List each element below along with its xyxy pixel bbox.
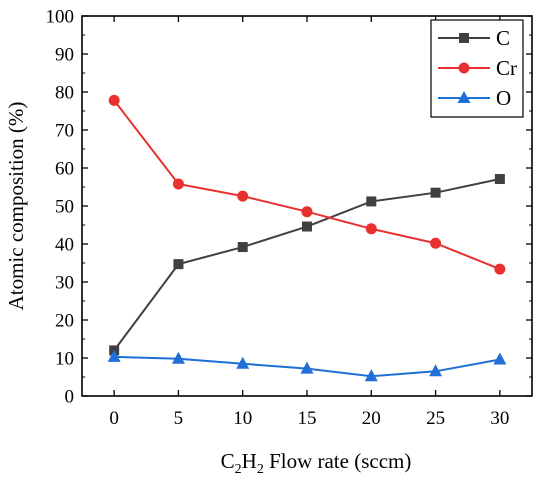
series-cr-point xyxy=(108,94,120,106)
legend-label-o: O xyxy=(496,86,511,110)
x-tick-label: 10 xyxy=(233,408,252,429)
series-cr-point xyxy=(172,178,184,190)
legend-label-cr: Cr xyxy=(496,56,517,80)
x-tick-label: 20 xyxy=(362,408,381,429)
y-tick-label: 40 xyxy=(55,235,74,256)
series-c-point xyxy=(173,259,184,270)
x-axis-title-prefix: C xyxy=(221,449,235,473)
y-axis-title: Atomic composition (%) xyxy=(4,102,28,311)
x-axis-title-sub1: 2 xyxy=(235,462,242,477)
series-layer xyxy=(107,94,507,382)
x-axis-title-mid: H xyxy=(242,449,257,473)
y-tick-label: 60 xyxy=(55,159,74,180)
series-o-point xyxy=(171,351,185,364)
y-tick-label: 90 xyxy=(55,45,74,66)
y-tick-label: 30 xyxy=(55,273,74,294)
series-cr-point xyxy=(430,237,442,249)
y-axis-ticks: 0 10 20 30 40 50 60 70 80 90 100 xyxy=(46,7,532,408)
series-cr xyxy=(108,94,506,275)
series-c-point xyxy=(237,242,248,253)
y-tick-label: 70 xyxy=(55,121,74,142)
legend-marker-o xyxy=(457,91,471,103)
x-axis-ticks: 0 5 10 15 20 25 30 xyxy=(109,16,509,429)
legend-marker-c xyxy=(459,33,469,43)
x-tick-label: 15 xyxy=(298,408,317,429)
series-o-point xyxy=(364,369,378,382)
y-tick-label: 50 xyxy=(55,197,74,218)
x-axis-title-sub2: 2 xyxy=(257,462,264,477)
series-o-point xyxy=(300,361,314,374)
series-cr-point xyxy=(301,206,313,218)
x-tick-label: 0 xyxy=(109,408,119,429)
x-tick-label: 25 xyxy=(426,408,445,429)
y-tick-label: 80 xyxy=(55,83,74,104)
series-o-point xyxy=(236,356,250,369)
series-cr-point xyxy=(365,223,377,235)
series-o xyxy=(107,349,507,382)
series-c-point xyxy=(430,187,441,198)
series-c-point xyxy=(302,221,312,232)
series-c-point xyxy=(494,174,505,185)
series-cr-point xyxy=(494,263,506,275)
series-c-point xyxy=(366,196,377,207)
plot-frame xyxy=(81,15,533,397)
x-axis-title-suffix: Flow rate (sccm) xyxy=(264,449,412,473)
series-o-point xyxy=(107,349,121,362)
x-tick-label: 30 xyxy=(490,408,509,429)
legend: C Cr O xyxy=(430,19,524,118)
legend-label-c: C xyxy=(496,26,510,50)
series-o-point xyxy=(429,364,443,377)
legend-marker-cr xyxy=(458,62,470,74)
y-tick-label: 100 xyxy=(46,7,75,28)
series-o-point xyxy=(493,352,507,365)
y-tick-label: 0 xyxy=(65,387,75,408)
y-tick-label: 10 xyxy=(55,349,74,370)
series-cr-point xyxy=(237,190,249,202)
x-tick-label: 5 xyxy=(174,408,184,429)
x-axis-title: C2H2 Flow rate (sccm) xyxy=(221,449,412,477)
y-tick-label: 20 xyxy=(55,311,74,332)
